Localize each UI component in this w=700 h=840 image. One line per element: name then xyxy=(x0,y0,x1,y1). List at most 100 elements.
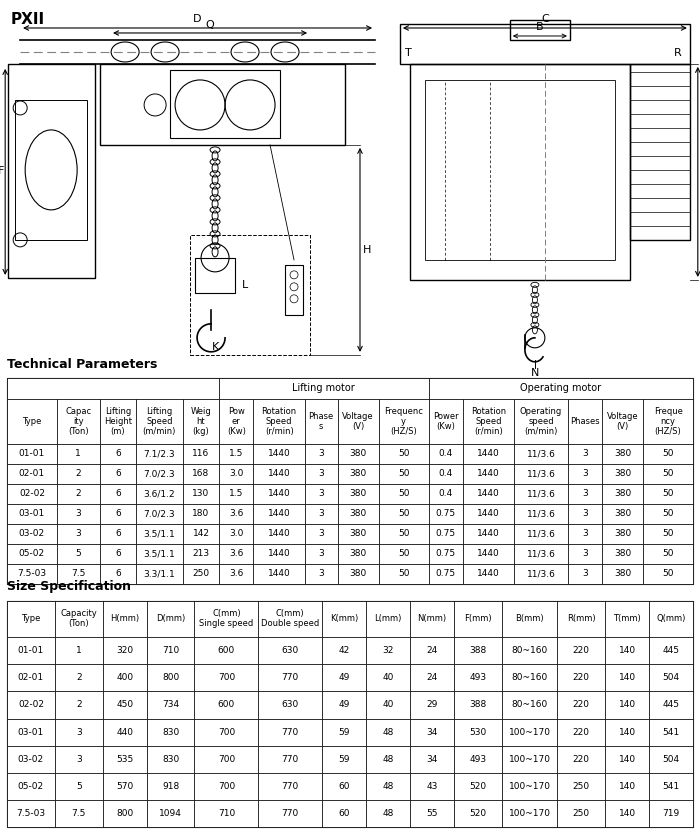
Bar xyxy=(7,801,55,827)
Bar xyxy=(454,637,502,664)
Text: 3: 3 xyxy=(318,490,324,498)
Bar xyxy=(366,601,410,637)
Text: 770: 770 xyxy=(281,782,299,791)
Text: 388: 388 xyxy=(469,646,486,655)
Text: 50: 50 xyxy=(398,490,410,498)
Text: 180: 180 xyxy=(193,509,210,518)
Text: 140: 140 xyxy=(619,755,636,764)
Bar xyxy=(57,484,99,504)
Text: 03-02: 03-02 xyxy=(19,529,45,538)
Bar xyxy=(7,378,219,398)
Bar xyxy=(568,543,602,564)
Text: 3.0: 3.0 xyxy=(229,470,244,478)
Text: 50: 50 xyxy=(662,490,674,498)
Text: 11/3.6: 11/3.6 xyxy=(526,490,556,498)
Bar xyxy=(379,504,428,524)
Text: 3: 3 xyxy=(582,509,588,518)
Text: 50: 50 xyxy=(662,549,674,559)
Text: 5: 5 xyxy=(76,782,82,791)
Bar xyxy=(146,801,195,827)
Bar xyxy=(454,801,502,827)
Bar xyxy=(463,444,514,464)
Text: Power
(Kw): Power (Kw) xyxy=(433,412,459,431)
Bar xyxy=(463,464,514,484)
Bar xyxy=(649,746,693,773)
Bar xyxy=(55,601,103,637)
Text: 320: 320 xyxy=(116,646,133,655)
Text: 32: 32 xyxy=(382,646,393,655)
Text: 11/3.6: 11/3.6 xyxy=(526,470,556,478)
Text: 142: 142 xyxy=(193,529,209,538)
Text: 2: 2 xyxy=(76,701,82,710)
Bar xyxy=(253,524,305,543)
Text: 1.5: 1.5 xyxy=(229,490,244,498)
Bar xyxy=(557,601,606,637)
Text: 380: 380 xyxy=(614,490,631,498)
Text: 48: 48 xyxy=(382,727,393,737)
Bar xyxy=(606,801,649,827)
Bar xyxy=(253,464,305,484)
Bar xyxy=(258,691,322,718)
Bar xyxy=(463,543,514,564)
Bar xyxy=(557,637,606,664)
Text: 49: 49 xyxy=(338,673,350,682)
Text: 570: 570 xyxy=(116,782,133,791)
Text: 50: 50 xyxy=(398,470,410,478)
Text: 02-01: 02-01 xyxy=(18,673,44,682)
Bar xyxy=(258,718,322,746)
Bar xyxy=(103,637,146,664)
Text: 220: 220 xyxy=(573,673,590,682)
Text: 800: 800 xyxy=(162,673,179,682)
Text: 493: 493 xyxy=(469,755,486,764)
Bar xyxy=(463,524,514,543)
Bar xyxy=(103,746,146,773)
Bar xyxy=(183,484,219,504)
Bar xyxy=(379,464,428,484)
Text: 3.5/1.1: 3.5/1.1 xyxy=(144,549,175,559)
Bar xyxy=(502,801,557,827)
Text: 55: 55 xyxy=(426,809,438,818)
Bar xyxy=(136,524,183,543)
Text: 380: 380 xyxy=(614,549,631,559)
Bar xyxy=(463,398,514,444)
Text: 1.5: 1.5 xyxy=(229,449,244,459)
Bar xyxy=(379,398,428,444)
Bar xyxy=(136,543,183,564)
Text: 3: 3 xyxy=(318,570,324,578)
Bar xyxy=(630,64,690,240)
Bar xyxy=(428,378,693,398)
Text: 6: 6 xyxy=(115,549,120,559)
Bar xyxy=(253,543,305,564)
Bar xyxy=(258,801,322,827)
Text: C(mm)
Single speed: C(mm) Single speed xyxy=(199,609,253,628)
Text: 250: 250 xyxy=(573,809,590,818)
Text: 60: 60 xyxy=(338,809,350,818)
Bar xyxy=(103,664,146,691)
Bar xyxy=(183,464,219,484)
Text: 24: 24 xyxy=(426,646,438,655)
Bar xyxy=(7,524,57,543)
Bar xyxy=(568,464,602,484)
Bar xyxy=(454,746,502,773)
Bar xyxy=(55,773,103,801)
Bar xyxy=(103,718,146,746)
Text: Freque
ncy
(HZ/S): Freque ncy (HZ/S) xyxy=(654,407,682,436)
Text: Voltage
(V): Voltage (V) xyxy=(342,412,374,431)
Text: H(mm): H(mm) xyxy=(110,614,139,623)
Bar xyxy=(170,70,280,138)
Bar xyxy=(99,464,136,484)
Text: 0.4: 0.4 xyxy=(439,490,453,498)
Text: 220: 220 xyxy=(573,727,590,737)
Text: Operating
speed
(m/min): Operating speed (m/min) xyxy=(520,407,562,436)
Bar xyxy=(410,801,454,827)
Bar xyxy=(57,504,99,524)
Bar xyxy=(514,524,568,543)
Bar xyxy=(602,444,643,464)
Text: 1440: 1440 xyxy=(477,470,500,478)
Bar xyxy=(305,564,337,584)
Bar xyxy=(146,637,195,664)
Text: 1440: 1440 xyxy=(268,570,290,578)
Text: 1440: 1440 xyxy=(268,470,290,478)
Bar xyxy=(99,524,136,543)
Text: C: C xyxy=(541,14,549,24)
